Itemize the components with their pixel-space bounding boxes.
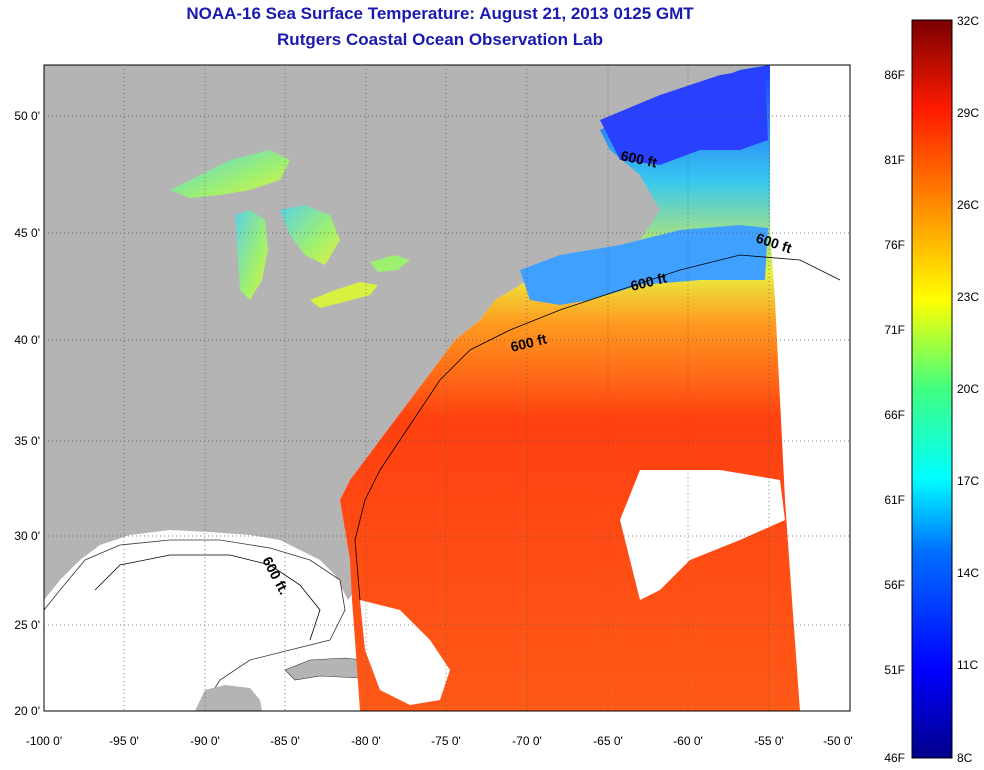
lon-tick: -80 0' — [351, 734, 381, 748]
lon-tick: -65 0' — [593, 734, 623, 748]
gulf-of-mexico — [44, 539, 346, 711]
lat-tick: 50 0' — [14, 109, 40, 123]
lon-tick: -60 0' — [673, 734, 703, 748]
cloud-patch — [360, 600, 450, 705]
lat-tick: 20 0' — [14, 704, 40, 718]
colorbar-f-label: 76F — [884, 238, 905, 252]
colorbar-c-labels: 32C 29C 26C 23C 20C 17C 14C 11C 8C — [957, 14, 979, 765]
lat-tick: 30 0' — [14, 529, 40, 543]
600ft-contour-line — [354, 254, 841, 601]
colorbar-c-label: 26C — [957, 198, 979, 212]
lon-tick: -100 0' — [26, 734, 62, 748]
lat-tick: 40 0' — [14, 333, 40, 347]
lat-tick: 45 0' — [14, 226, 40, 240]
lake-michigan — [235, 210, 268, 300]
lake-ontario — [370, 255, 410, 272]
colorbar-c-label: 17C — [957, 474, 979, 488]
lon-tick: -50 0' — [823, 734, 853, 748]
colorbar-f-label: 56F — [884, 578, 905, 592]
colorbar-c-label: 8C — [957, 751, 973, 765]
map-title: NOAA-16 Sea Surface Temperature: August … — [186, 4, 694, 23]
map-frame — [43, 64, 851, 712]
lat-tick: 35 0' — [14, 434, 40, 448]
colorbar-c-label: 29C — [957, 106, 979, 120]
gulf-of-maine — [520, 225, 768, 305]
colorbar-f-label: 51F — [884, 663, 905, 677]
yucatan — [195, 685, 262, 711]
lake-huron — [280, 205, 340, 265]
colorbar-f-label: 46F — [884, 751, 905, 765]
contour-label: 600 ft — [619, 147, 658, 170]
map-subtitle: Rutgers Coastal Ocean Observation Lab — [277, 30, 603, 49]
lon-tick: -55 0' — [754, 734, 784, 748]
colorbar-f-label: 71F — [884, 323, 905, 337]
colorbar-c-label: 23C — [957, 290, 979, 304]
colorbar-f-label: 66F — [884, 408, 905, 422]
colorbar-f-label: 61F — [884, 493, 905, 507]
lon-tick: -70 0' — [512, 734, 542, 748]
colorbar — [911, 19, 953, 759]
lon-tick: -75 0' — [431, 734, 461, 748]
lake-erie — [310, 282, 378, 308]
colorbar-c-label: 20C — [957, 382, 979, 396]
colorbar-f-label: 81F — [884, 153, 905, 167]
lat-tick-labels: 20 0' 25 0' 30 0' 35 0' 40 0' 45 0' 50 0… — [14, 109, 40, 718]
colorbar-f-label: 86F — [884, 68, 905, 82]
lake-superior — [170, 150, 290, 198]
lon-tick-labels: -100 0' -95 0' -90 0' -85 0' -80 0' -75 … — [26, 734, 853, 748]
colorbar-f-labels: 86F 81F 76F 71F 66F 61F 56F 51F 46F — [884, 68, 905, 765]
lon-tick: -90 0' — [190, 734, 220, 748]
cloud-patch — [620, 470, 785, 600]
lat-tick: 25 0' — [14, 618, 40, 632]
colorbar-c-label: 14C — [957, 566, 979, 580]
lon-tick: -95 0' — [109, 734, 139, 748]
land-mass — [44, 65, 770, 600]
colorbar-c-label: 11C — [957, 658, 978, 672]
lon-tick: -85 0' — [270, 734, 300, 748]
gulf-st-lawrence — [600, 68, 768, 165]
colorbar-c-label: 32C — [957, 14, 979, 28]
600ft-contour-gulf — [94, 554, 321, 641]
